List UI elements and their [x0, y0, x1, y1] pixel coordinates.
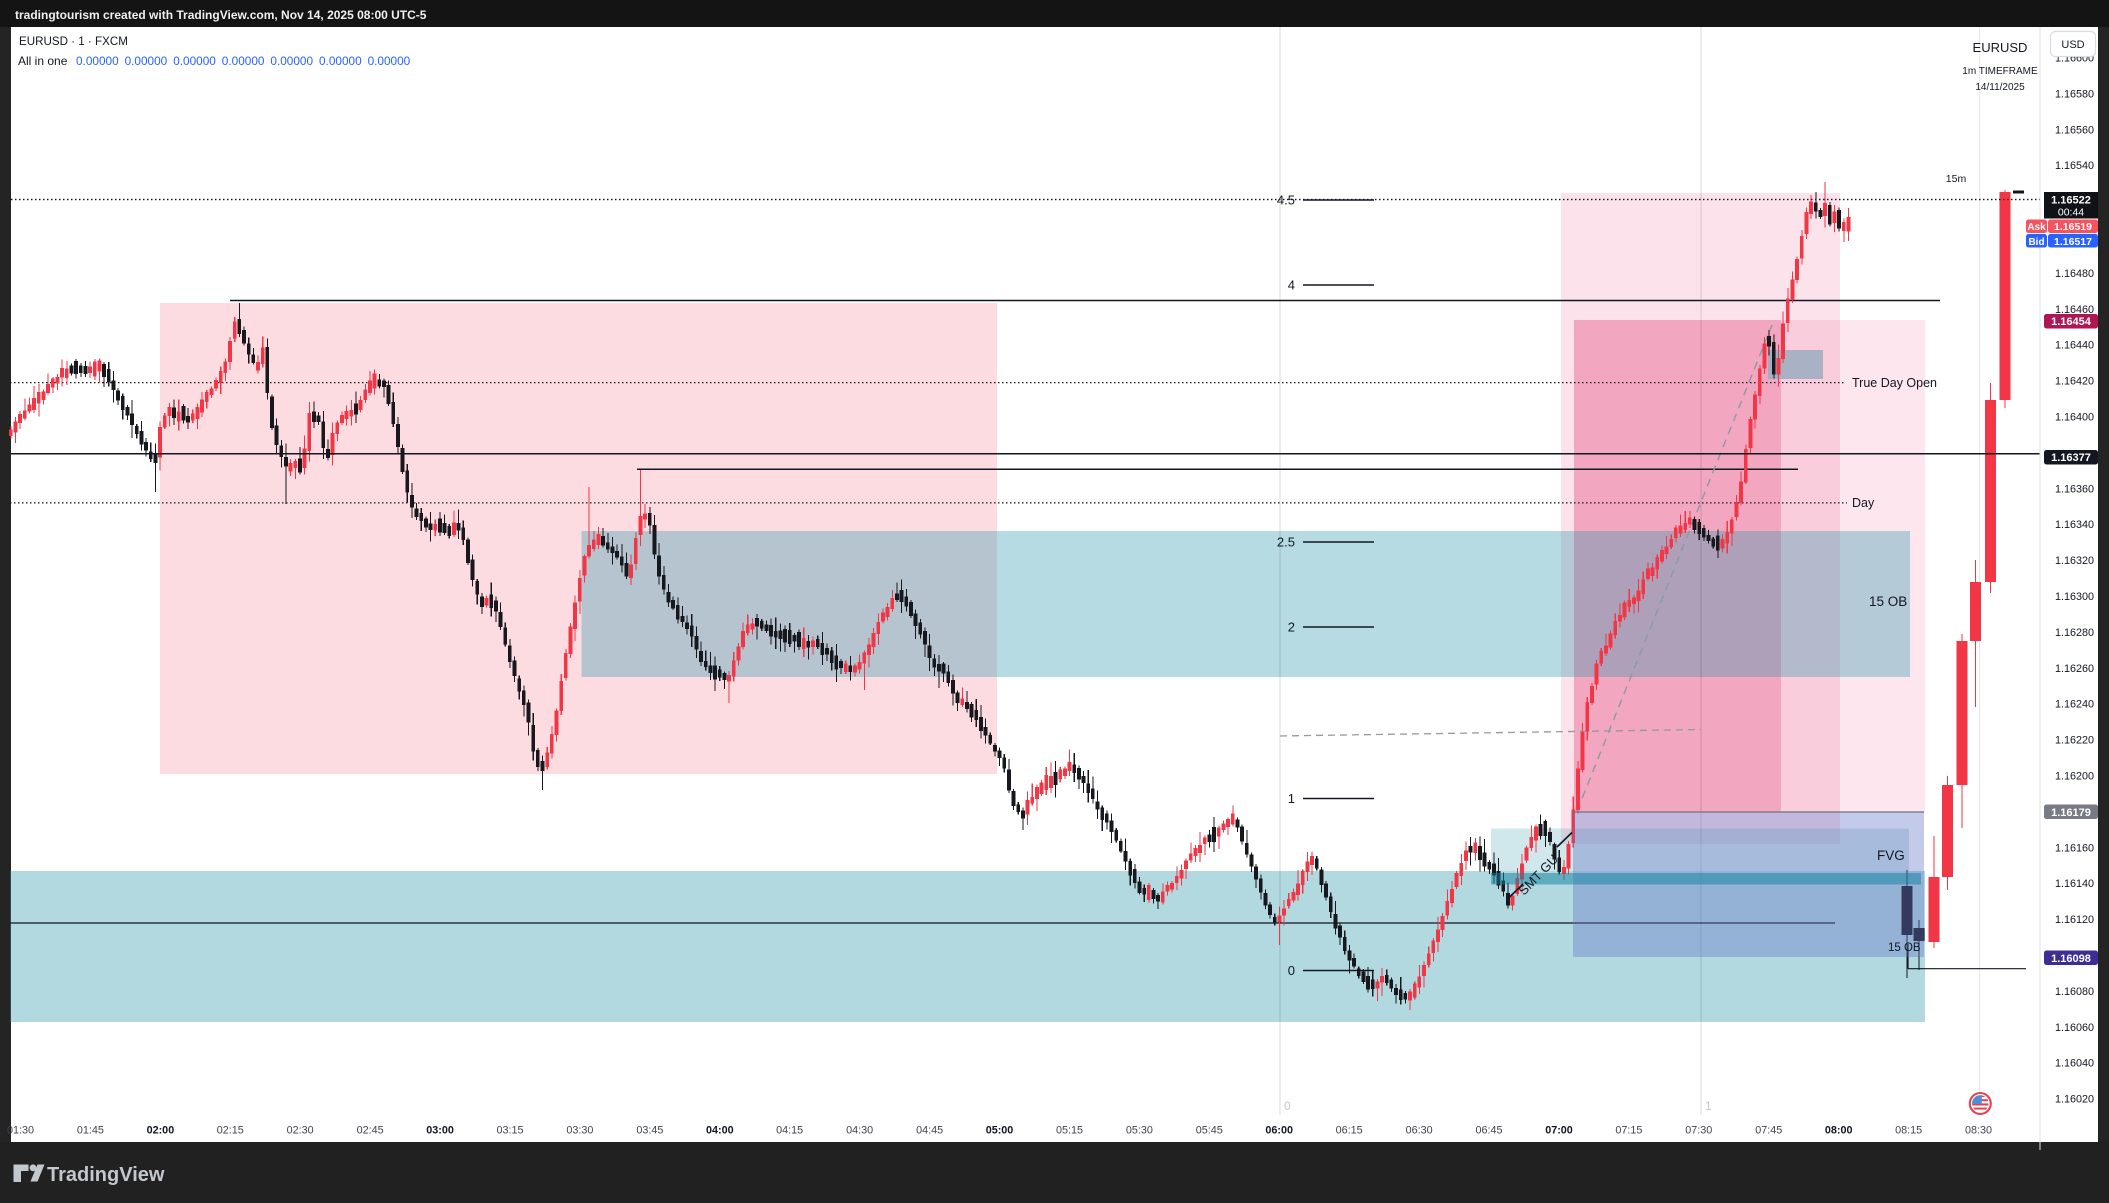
svg-text:FVG: FVG — [1877, 848, 1905, 863]
svg-text:2.5: 2.5 — [1277, 535, 1295, 550]
svg-text:Ask: Ask — [2027, 222, 2046, 233]
svg-text:1.16220: 1.16220 — [2055, 735, 2094, 747]
svg-text:03:15: 03:15 — [496, 1125, 523, 1137]
svg-text:1.16260: 1.16260 — [2055, 663, 2094, 675]
svg-text:04:15: 04:15 — [776, 1125, 803, 1137]
svg-text:EURUSD · 1 · FXCM: EURUSD · 1 · FXCM — [19, 35, 128, 48]
svg-text:04:45: 04:45 — [916, 1125, 943, 1137]
svg-text:2: 2 — [1288, 620, 1295, 635]
svg-text:1.16360: 1.16360 — [2055, 483, 2094, 495]
svg-text:05:30: 05:30 — [1126, 1125, 1153, 1137]
svg-text:1.16179: 1.16179 — [2051, 807, 2091, 819]
svg-text:1.16160: 1.16160 — [2055, 842, 2094, 854]
svg-text:08:00: 08:00 — [1825, 1125, 1853, 1137]
svg-text:15 OB: 15 OB — [1888, 942, 1921, 954]
svg-text:03:45: 03:45 — [636, 1125, 663, 1137]
svg-text:1.16440: 1.16440 — [2055, 340, 2094, 352]
svg-text:15m: 15m — [1946, 173, 1967, 185]
svg-text:1.16517: 1.16517 — [2054, 236, 2092, 248]
svg-text:EURUSD: EURUSD — [1973, 40, 2028, 55]
svg-text:05:45: 05:45 — [1196, 1125, 1223, 1137]
svg-text:1.16580: 1.16580 — [2055, 88, 2094, 100]
svg-text:1.16060: 1.16060 — [2055, 1022, 2094, 1034]
svg-text:08:30: 08:30 — [1965, 1125, 1992, 1137]
svg-text:1.16120: 1.16120 — [2055, 914, 2094, 926]
svg-text:15 OB: 15 OB — [1869, 594, 1907, 609]
svg-text:06:00: 06:00 — [1265, 1125, 1293, 1137]
svg-text:01:30: 01:30 — [7, 1125, 34, 1137]
svg-text:03:30: 03:30 — [566, 1125, 593, 1137]
svg-text:02:15: 02:15 — [217, 1125, 244, 1137]
svg-text:1.16020: 1.16020 — [2055, 1094, 2094, 1106]
svg-text:1.16340: 1.16340 — [2055, 519, 2094, 531]
svg-text:06:45: 06:45 — [1475, 1125, 1502, 1137]
svg-text:1.16522: 1.16522 — [2051, 195, 2091, 207]
svg-text:1.16540: 1.16540 — [2055, 160, 2094, 172]
svg-text:05:15: 05:15 — [1056, 1125, 1083, 1137]
svg-text:04:30: 04:30 — [846, 1125, 873, 1137]
svg-text:0.00000: 0.00000 — [125, 54, 168, 68]
svg-text:0.00000: 0.00000 — [76, 54, 119, 68]
svg-text:02:30: 02:30 — [287, 1125, 314, 1137]
svg-text:1: 1 — [1705, 1099, 1712, 1113]
svg-text:05:00: 05:00 — [986, 1125, 1014, 1137]
svg-text:1.16280: 1.16280 — [2055, 627, 2094, 639]
svg-text:1.16420: 1.16420 — [2055, 376, 2094, 388]
svg-text:02:45: 02:45 — [357, 1125, 384, 1137]
svg-text:1.16140: 1.16140 — [2055, 878, 2094, 890]
svg-text:14/11/2025: 14/11/2025 — [1975, 82, 2025, 93]
svg-text:1.16080: 1.16080 — [2055, 986, 2094, 998]
svg-text:1.16040: 1.16040 — [2055, 1058, 2094, 1070]
svg-text:1.16519: 1.16519 — [2054, 221, 2092, 233]
svg-text:0.00000: 0.00000 — [368, 54, 411, 68]
svg-text:1.16454: 1.16454 — [2051, 316, 2092, 328]
svg-text:True Day Open: True Day Open — [1852, 376, 1937, 390]
svg-text:TradingView: TradingView — [47, 1164, 165, 1186]
svg-text:08:15: 08:15 — [1895, 1125, 1922, 1137]
svg-text:0.00000: 0.00000 — [319, 54, 362, 68]
svg-text:USD: USD — [2061, 39, 2084, 51]
svg-text:1.16560: 1.16560 — [2055, 124, 2094, 136]
svg-text:07:00: 07:00 — [1545, 1125, 1573, 1137]
svg-text:01:45: 01:45 — [77, 1125, 104, 1137]
svg-text:1.16400: 1.16400 — [2055, 412, 2094, 424]
svg-text:1: 1 — [1288, 791, 1295, 806]
svg-text:1.16200: 1.16200 — [2055, 771, 2094, 783]
svg-text:00:44: 00:44 — [2058, 207, 2084, 219]
svg-text:0.00000: 0.00000 — [222, 54, 265, 68]
svg-text:All in one: All in one — [18, 54, 68, 68]
svg-text:0: 0 — [1284, 1099, 1291, 1113]
svg-text:1.16377: 1.16377 — [2051, 452, 2091, 464]
svg-text:0.00000: 0.00000 — [173, 54, 216, 68]
svg-text:4.5: 4.5 — [1277, 193, 1295, 208]
svg-text:Day: Day — [1852, 496, 1875, 510]
svg-text:1.16240: 1.16240 — [2055, 699, 2094, 711]
svg-text:02:00: 02:00 — [147, 1125, 175, 1137]
svg-text:06:15: 06:15 — [1336, 1125, 1363, 1137]
svg-text:1m TIMEFRAME: 1m TIMEFRAME — [1962, 66, 2038, 77]
svg-text:1.16320: 1.16320 — [2055, 555, 2094, 567]
svg-text:07:15: 07:15 — [1615, 1125, 1642, 1137]
svg-text:1.16300: 1.16300 — [2055, 591, 2094, 603]
svg-text:4: 4 — [1288, 278, 1295, 293]
svg-text:Bid: Bid — [2028, 237, 2044, 248]
svg-text:06:30: 06:30 — [1406, 1125, 1433, 1137]
svg-text:07:30: 07:30 — [1685, 1125, 1712, 1137]
svg-text:03:00: 03:00 — [426, 1125, 454, 1137]
svg-text:07:45: 07:45 — [1755, 1125, 1782, 1137]
svg-text:1.16460: 1.16460 — [2055, 304, 2094, 316]
svg-text:04:00: 04:00 — [706, 1125, 734, 1137]
svg-text:0: 0 — [1288, 963, 1295, 978]
svg-text:1.16480: 1.16480 — [2055, 268, 2094, 280]
svg-text:1.16098: 1.16098 — [2051, 953, 2091, 965]
svg-text:0.00000: 0.00000 — [270, 54, 313, 68]
svg-text:tradingtourism created with Tr: tradingtourism created with TradingView.… — [15, 8, 427, 22]
